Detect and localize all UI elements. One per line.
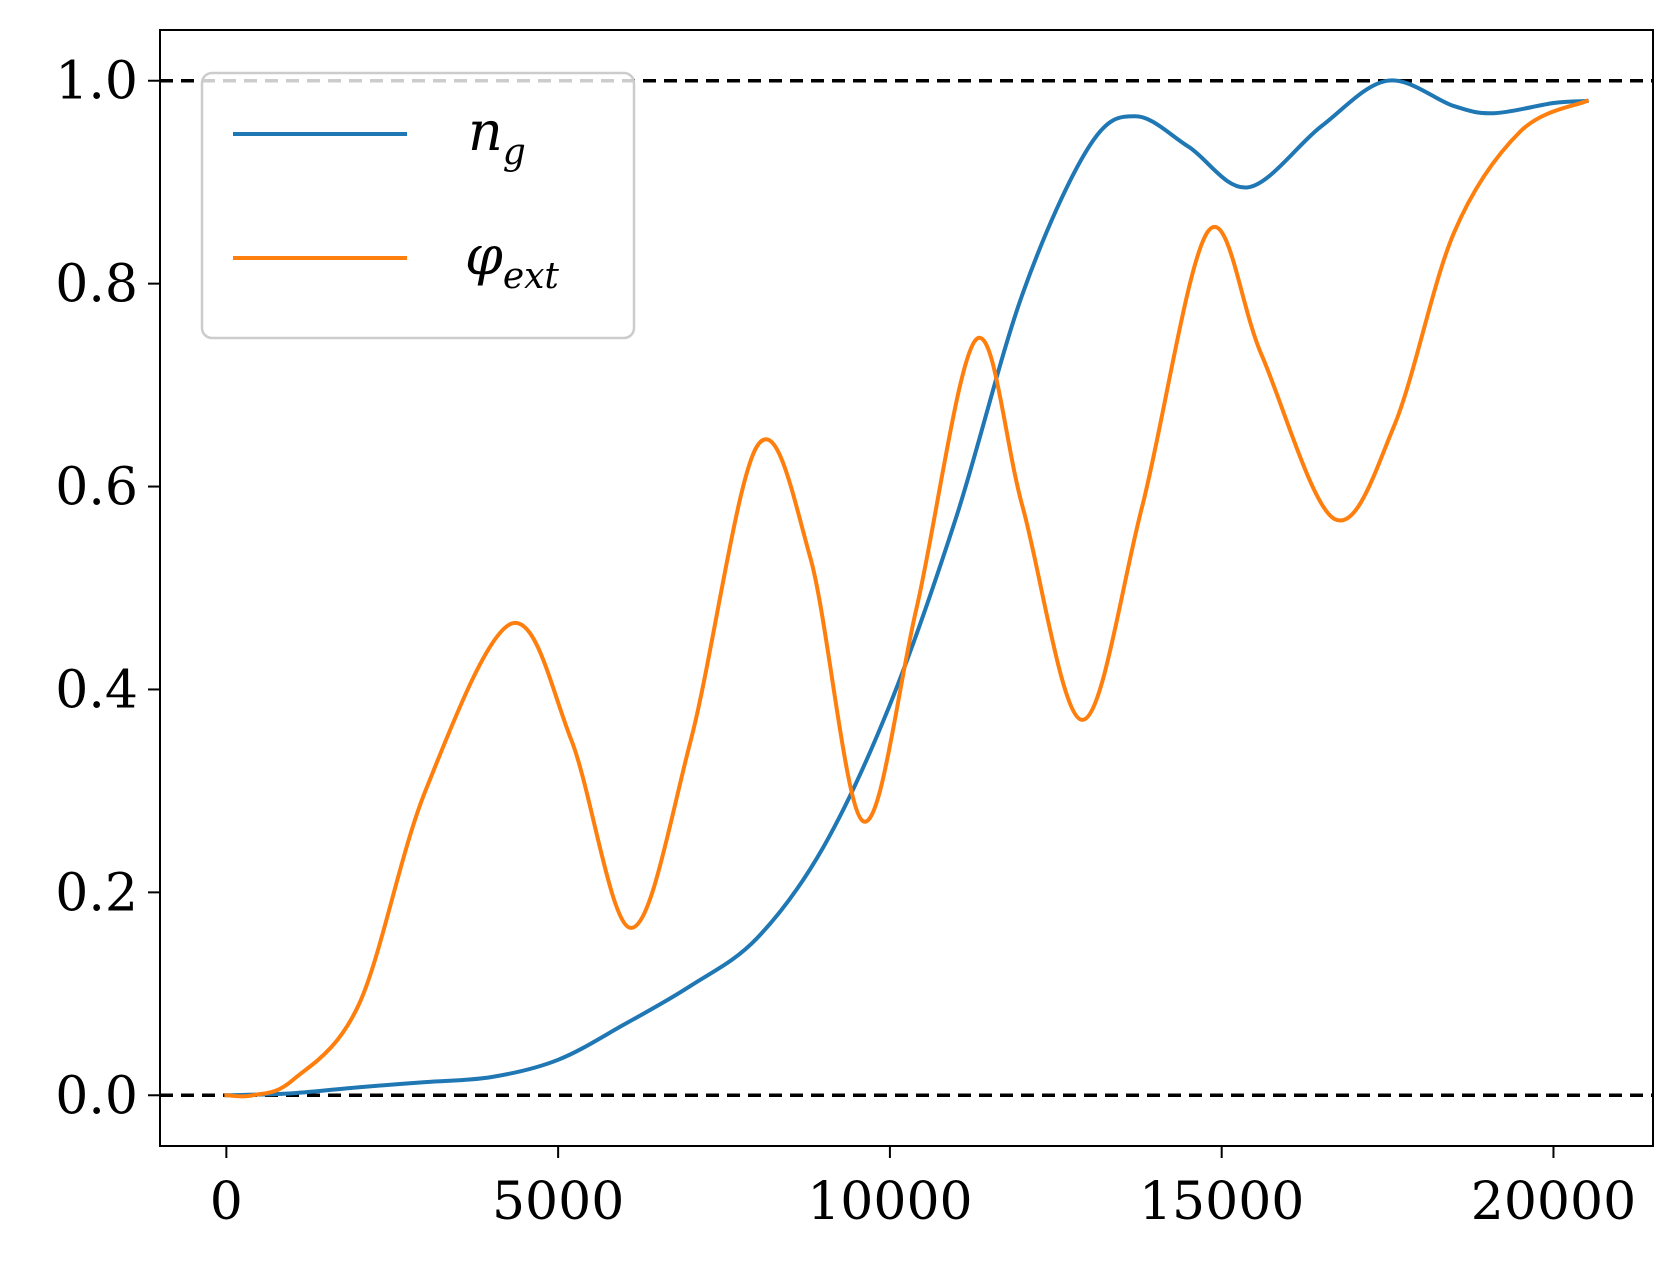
x-tick-label: 0 xyxy=(210,1172,243,1232)
y-tick-label: 1.0 xyxy=(55,52,138,112)
legend-label-ng-sub: g xyxy=(503,132,526,173)
legend-label-phi-ext: φext xyxy=(465,224,559,297)
legend-label-ng-base: n xyxy=(468,100,503,163)
x-tick-label: 5000 xyxy=(492,1172,624,1232)
series-line-ng xyxy=(224,78,1589,1098)
y-tick-label: 0.2 xyxy=(55,863,138,923)
y-tick-label: 0.8 xyxy=(55,255,138,315)
plot-frame xyxy=(159,29,1654,1147)
y-tick-label: 0.4 xyxy=(55,660,138,720)
x-axis: 0 5000 10000 15000 20000 xyxy=(210,1146,1636,1232)
legend-label-phi-ext-sub: ext xyxy=(503,256,560,297)
legend-label-ng: ng xyxy=(468,100,526,173)
legend-label-phi-ext-base: φ xyxy=(465,224,503,287)
x-tick-label: 15000 xyxy=(1139,1172,1304,1232)
series-line-phi-ext xyxy=(224,98,1590,1099)
y-axis: 0.0 0.2 0.4 0.6 0.8 1.0 xyxy=(55,52,160,1126)
series-layer xyxy=(224,78,1590,1099)
legend: ng φext xyxy=(200,71,636,340)
legend-box xyxy=(200,71,636,340)
x-tick-label: 10000 xyxy=(807,1172,972,1232)
y-tick-label: 0.6 xyxy=(55,458,138,518)
x-tick-label: 20000 xyxy=(1471,1172,1636,1232)
y-tick-label: 0.0 xyxy=(55,1066,138,1126)
